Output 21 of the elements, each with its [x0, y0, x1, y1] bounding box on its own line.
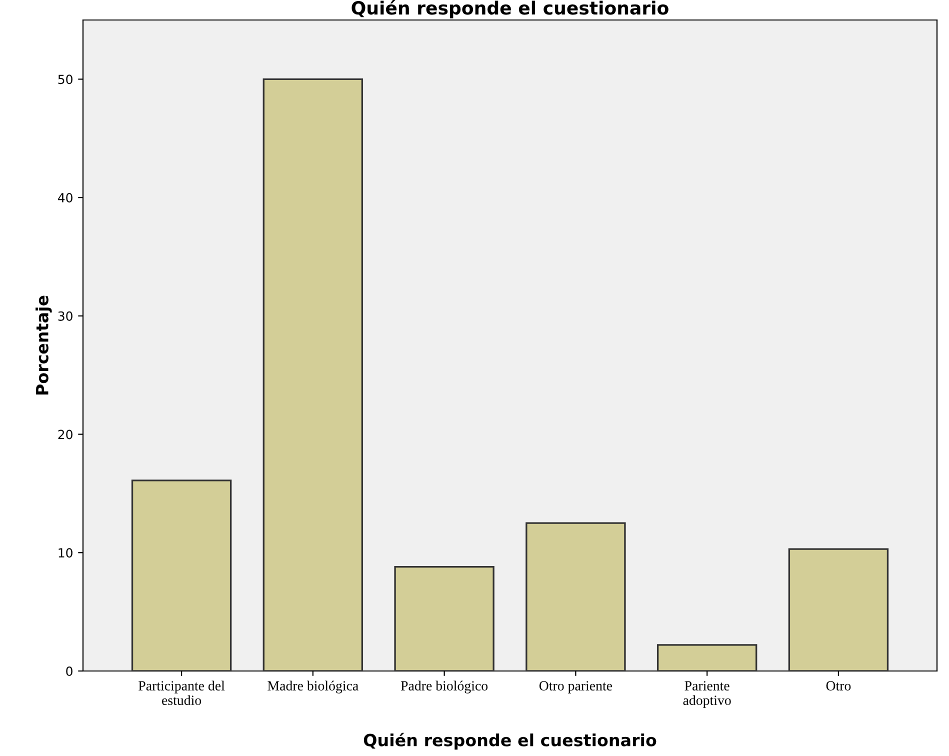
y-tick-label: 10	[58, 548, 72, 558]
y-axis-title: Porcentaje	[36, 296, 52, 395]
x-tick-label: Madre biológica	[268, 680, 358, 694]
x-tick-label: Participante del estudio	[138, 680, 225, 706]
y-tick-label: 40	[58, 193, 72, 202]
y-tick-label: 0	[66, 666, 72, 676]
bar	[788, 548, 889, 671]
y-tick-label: 50	[58, 74, 72, 84]
x-tick-label: Padre biológico	[400, 680, 488, 694]
bar	[394, 566, 494, 671]
bar	[656, 644, 758, 671]
bar	[262, 78, 364, 671]
y-tick-label: 30	[58, 311, 72, 321]
y-tick-label: 20	[58, 430, 72, 440]
chart-title: Quién responde el cuestionario	[352, 0, 668, 18]
x-tick-label: Otro	[826, 681, 851, 690]
x-tick-label: Pariente adoptivo	[683, 681, 731, 708]
x-axis-title: Quién responde el cuestionario	[364, 732, 656, 750]
bar	[131, 480, 232, 671]
bar	[526, 522, 626, 671]
x-tick-label: Otro pariente	[539, 681, 612, 694]
